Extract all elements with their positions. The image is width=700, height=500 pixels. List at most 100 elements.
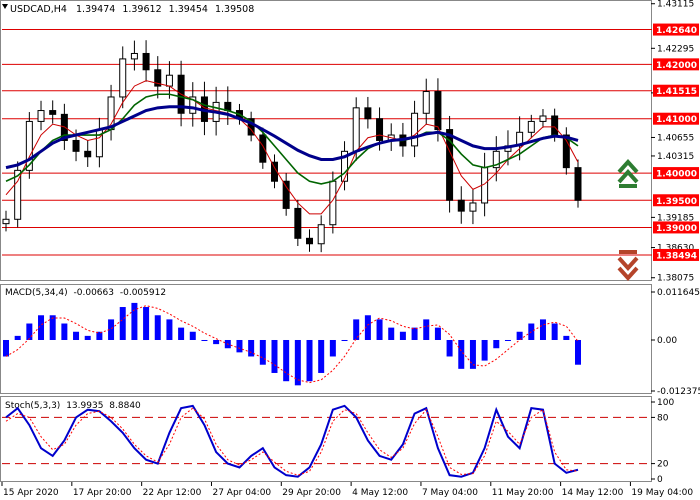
price-axis: 1.431151.422951.414751.406551.403151.391… [651, 0, 694, 284]
macd-bar [575, 339, 581, 365]
macd-bar [84, 335, 91, 340]
stoch-tick-label: 100 [657, 398, 674, 408]
level-label: 1.41000 [656, 115, 697, 125]
ma-mid-line [5, 93, 579, 185]
double-chevron-down-icon [617, 250, 639, 281]
time-tick-label: 15 Apr 2020 [3, 488, 59, 498]
macd-bar [131, 302, 138, 340]
macd-bar [563, 335, 570, 340]
macd-bar [236, 339, 243, 353]
macd-bar [539, 319, 546, 340]
candle-bull [492, 150, 500, 169]
price-tick-label: 1.39185 [657, 213, 694, 223]
macd-bar [73, 331, 80, 340]
candle-bear [142, 52, 150, 71]
macd-bar [423, 319, 430, 340]
candle-bull [469, 202, 477, 212]
macd-bar [38, 315, 45, 340]
macd-bar [341, 339, 348, 341]
stoch-tick-label: 20 [657, 460, 669, 470]
candle-bull [165, 74, 173, 87]
level-label: 1.39500 [656, 197, 697, 207]
macd-bar [143, 307, 150, 340]
candle-bear [551, 115, 559, 136]
level-label-bg [653, 23, 699, 36]
ma-slow-line [5, 105, 579, 170]
candle-bull [14, 169, 22, 220]
macd-bar [248, 339, 255, 357]
macd-bar [481, 339, 488, 361]
macd-histogram [3, 302, 581, 386]
level-label: 1.42000 [656, 61, 697, 71]
candle-bear [282, 180, 290, 209]
candle-bull [130, 52, 138, 60]
macd-bar [213, 339, 220, 345]
price-tick-label: 1.38630 [657, 244, 694, 254]
level-label-bg [653, 248, 699, 261]
price-tick-label: 1.40655 [657, 133, 694, 143]
level-label: 1.40000 [656, 170, 697, 180]
level-label-bg [653, 84, 699, 97]
macd-bar [96, 331, 103, 340]
candle-bull [527, 120, 535, 133]
symbol-label: USDCAD,H4 [10, 4, 67, 15]
level-label: 1.39000 [656, 224, 697, 234]
macd-bar [388, 327, 395, 340]
time-tick-label: 14 May 12:00 [562, 488, 624, 498]
macd-bar [551, 323, 558, 340]
candle-bear [259, 134, 267, 163]
macd-bar [294, 339, 301, 386]
double-chevron-up-icon [617, 159, 639, 188]
moving-averages [5, 80, 579, 215]
candle-bull [189, 96, 197, 114]
stochastic-lines [2, 404, 650, 478]
candle-bull [422, 91, 430, 114]
stoch-k-line [5, 404, 579, 478]
macd-bar [283, 339, 290, 382]
candle-bull [119, 58, 127, 98]
time-tick-label: 27 Apr 04:00 [212, 488, 271, 498]
macd-label: MACD(5,34,4) -0.00663 -0.005912 [5, 288, 166, 298]
stoch-tick-label: 0 [657, 475, 663, 485]
macd-bar [504, 339, 511, 341]
macd-bar [516, 331, 523, 340]
macd-bar [353, 319, 360, 340]
header-triangle-icon [2, 4, 8, 9]
candle-bull [411, 112, 419, 147]
macd-bar [434, 327, 441, 340]
macd-bar [154, 315, 161, 340]
macd-bar [61, 323, 68, 340]
macd-bar [3, 339, 9, 357]
candle-bear [72, 139, 80, 152]
candle-bull [539, 115, 547, 122]
candle-bear [376, 118, 384, 141]
macd-bar [201, 339, 208, 341]
price-tick-label: 1.42295 [657, 44, 694, 54]
level-labels: 1.42640 1.42000 1.41515 1.41000 1.40000 1.395… [653, 23, 699, 261]
candle-bear [562, 134, 570, 169]
macd-axis: 0.011645 0.00 -0.012375 [651, 288, 700, 397]
macd-bar [178, 327, 185, 340]
candle-bear [364, 107, 372, 120]
ma-fast-line [5, 80, 579, 215]
time-tick-label: 19 May 04:00 [631, 488, 693, 498]
macd-bar [318, 339, 325, 373]
macd-bar [108, 319, 115, 340]
candle-bear [49, 110, 57, 115]
macd-bar [26, 323, 33, 340]
macd-bar [49, 315, 56, 340]
open-value: 1.39474 [76, 4, 115, 15]
level-label-bg [653, 194, 699, 207]
time-tick-label: 4 May 12:00 [352, 488, 408, 498]
macd-bar [411, 327, 418, 340]
level-lines [2, 29, 652, 256]
level-label-bg [653, 167, 699, 180]
macd-bar [469, 339, 476, 369]
time-tick-label: 17 Apr 20:00 [73, 488, 132, 498]
candle-bull [37, 110, 45, 122]
candle-bear [574, 167, 582, 201]
macd-tick-label: -0.012375 [657, 387, 700, 397]
level-label-bg [653, 58, 699, 71]
macd-bar [14, 335, 21, 340]
